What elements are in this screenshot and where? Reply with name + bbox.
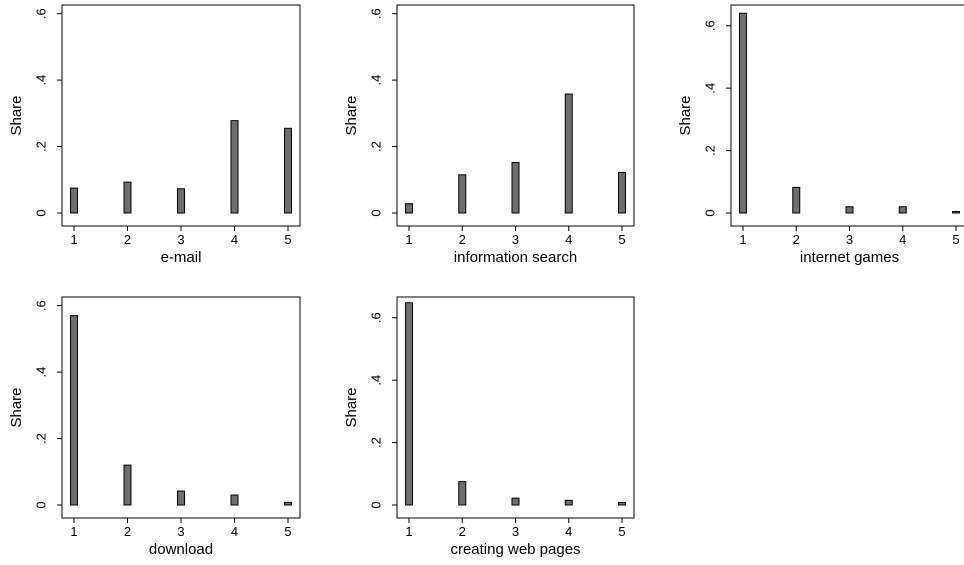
bar: [177, 490, 185, 506]
y-tick-label: 0: [368, 209, 383, 216]
x-tick-label: 4: [899, 232, 906, 247]
y-tick-label: 0: [702, 209, 717, 216]
y-tick-label: .4: [368, 75, 383, 86]
x-tick-label: 2: [124, 232, 131, 247]
bar: [123, 181, 132, 214]
x-tick-label: 1: [70, 232, 77, 247]
x-tick-label: 1: [405, 232, 412, 247]
bar: [405, 302, 413, 506]
bar: [230, 120, 239, 214]
x-tick-label: 1: [405, 524, 412, 539]
bar: [618, 171, 626, 214]
x-tick-label: 1: [70, 524, 77, 539]
x-tick-label: 5: [618, 524, 625, 539]
y-tick-label: .4: [368, 375, 383, 386]
y-tick-label: .4: [33, 75, 48, 86]
bar: [405, 203, 413, 214]
x-tick-label: 3: [177, 524, 184, 539]
x-tick-label: 5: [952, 232, 959, 247]
y-tick-label: 0: [33, 501, 48, 508]
plot-frame: [396, 296, 635, 519]
y-axis-label: Share: [343, 387, 360, 427]
y-tick-label: .4: [33, 367, 48, 378]
y-tick-label: .6: [33, 8, 48, 19]
bar: [70, 315, 78, 506]
bar: [511, 161, 520, 214]
chart-panel-4: 0 .2 .4 .6 Share 1 2 3 4 5 download: [8, 296, 301, 558]
x-axis-label: creating web pages: [450, 541, 580, 558]
bar: [792, 186, 801, 214]
x-tick-label: 3: [177, 232, 184, 247]
chart-panel-2: 0 .2 .4 .6 Share 1 2 3 4 5 information search: [343, 4, 635, 266]
bar: [284, 127, 292, 214]
bar: [123, 464, 132, 506]
y-tick-label: .2: [33, 141, 48, 152]
bar: [898, 206, 907, 214]
y-tick-label: .4: [702, 83, 717, 94]
y-tick-label: .6: [368, 312, 383, 323]
bar: [70, 187, 78, 214]
bar: [284, 501, 292, 506]
plot-frame: [730, 4, 964, 227]
x-tick-label: 3: [846, 232, 853, 247]
y-tick-label: .2: [368, 141, 383, 152]
x-tick-label: 4: [565, 524, 572, 539]
x-tick-label: 3: [512, 232, 519, 247]
bar: [230, 494, 239, 506]
bar: [564, 93, 573, 214]
y-tick-label: 0: [33, 209, 48, 216]
x-tick-label: 4: [231, 232, 238, 247]
y-tick-label: .6: [33, 300, 48, 311]
bar: [618, 502, 626, 506]
x-tick-label: 1: [739, 232, 746, 247]
y-tick-label: .2: [368, 437, 383, 448]
y-axis-label: Share: [8, 387, 25, 427]
bar: [511, 497, 520, 506]
x-tick-label: 3: [512, 524, 519, 539]
bar: [564, 499, 573, 506]
chart-panel-3: 0 .2 .4 .6 Share 1 2 3 4 5 internet games: [677, 4, 964, 266]
chart-panel-5: 0 .2 .4 .6 Share 1 2 3 4 5 creating web pages: [343, 296, 635, 558]
y-axis-label: Share: [8, 95, 25, 135]
chart-panel-1: 0 .2 .4 .6 Share 1 2 3 4 5 e-mail: [8, 4, 301, 266]
bar: [952, 210, 960, 214]
x-tick-label: 2: [459, 232, 466, 247]
y-tick-label: .2: [702, 145, 717, 156]
bar: [458, 174, 467, 214]
x-tick-label: 4: [565, 232, 572, 247]
y-tick-label: .6: [702, 20, 717, 31]
y-axis-label: Share: [677, 95, 694, 135]
x-axis-label: e-mail: [161, 249, 202, 266]
plot-frame: [61, 296, 301, 519]
x-tick-label: 5: [284, 524, 291, 539]
y-tick-label: 0: [368, 501, 383, 508]
x-axis-label: download: [149, 541, 213, 558]
x-tick-label: 2: [459, 524, 466, 539]
x-tick-label: 2: [793, 232, 800, 247]
y-axis-label: Share: [343, 95, 360, 135]
bar: [739, 12, 747, 214]
x-tick-label: 5: [284, 232, 291, 247]
x-tick-label: 2: [124, 524, 131, 539]
bar: [177, 188, 185, 214]
y-tick-label: .2: [33, 433, 48, 444]
x-tick-label: 5: [618, 232, 625, 247]
x-axis-label: internet games: [800, 249, 899, 266]
x-axis-label: information search: [454, 249, 577, 266]
bar: [845, 206, 854, 214]
bar: [458, 481, 467, 506]
x-tick-label: 4: [231, 524, 238, 539]
y-tick-label: .6: [368, 8, 383, 19]
